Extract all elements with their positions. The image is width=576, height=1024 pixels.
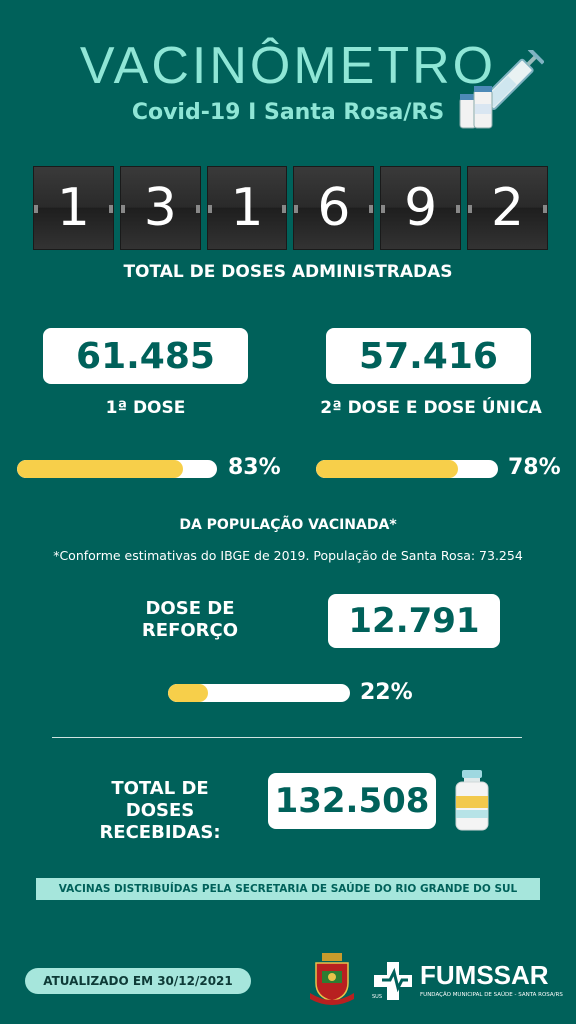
org-subtitle: FUNDAÇÃO MUNICIPAL DE SAÚDE - SANTA ROSA… (420, 992, 563, 998)
first-dose-progress-fill (17, 460, 183, 478)
population-vaccinated-label: DA POPULAÇÃO VACINADA* (179, 517, 397, 533)
second-dose-label: 2ª DOSE E DOSE ÚNICA (320, 398, 542, 418)
received-label-line1: TOTAL DE DOSES (111, 778, 209, 821)
population-note: *Conforme estimativas do IBGE de 2019. P… (53, 548, 523, 563)
divider (52, 737, 522, 738)
first-dose-percent: 83% (228, 455, 281, 480)
distribution-banner: VACINAS DISTRIBUÍDAS PELA SECRETARIA DE … (36, 878, 540, 900)
received-value: 132.508 (268, 773, 436, 829)
booster-progress-bar (168, 684, 350, 702)
counter-digit: 9 (380, 166, 462, 250)
vaccine-vial-icon (455, 770, 489, 831)
booster-percent: 22% (360, 680, 413, 705)
counter-digit: 3 (119, 166, 201, 250)
counter-digit: 1 (206, 166, 288, 250)
doses-counter: 1 3 1 6 9 2 (33, 166, 548, 250)
counter-digit: 2 (467, 166, 548, 250)
first-dose-progress-bar (17, 460, 217, 478)
counter-digit: 6 (293, 166, 375, 250)
first-dose-label: 1ª DOSE (105, 398, 186, 418)
total-doses-label: TOTAL DE DOSES ADMINISTRADAS (123, 262, 453, 282)
second-dose-percent: 78% (508, 455, 561, 480)
received-label: TOTAL DE DOSES RECEBIDAS: (80, 778, 240, 844)
booster-progress-fill (168, 684, 209, 702)
first-dose-value: 61.485 (43, 328, 248, 384)
second-dose-progress-bar (316, 460, 498, 478)
page-subtitle: Covid-19 I Santa Rosa/RS (131, 100, 445, 125)
syringe-vial-icon (459, 50, 544, 129)
booster-label: DOSE DE REFORÇO (120, 598, 260, 642)
sus-label: SUS (372, 994, 383, 1000)
org-name: FUMSSAR (420, 960, 549, 990)
updated-badge: ATUALIZADO EM 30/12/2021 (25, 968, 251, 994)
booster-value: 12.791 (328, 594, 500, 648)
city-crest-icon (310, 953, 354, 1005)
second-dose-value: 57.416 (326, 328, 531, 384)
counter-digit: 1 (33, 166, 114, 250)
second-dose-progress-fill (316, 460, 458, 478)
booster-label-line2: REFORÇO (141, 620, 239, 641)
fumssar-cross-icon (374, 962, 412, 1000)
received-label-line2: RECEBIDAS: (99, 822, 221, 843)
page-title: VACINÔMETRO (79, 37, 497, 95)
booster-label-line1: DOSE DE (145, 598, 235, 619)
